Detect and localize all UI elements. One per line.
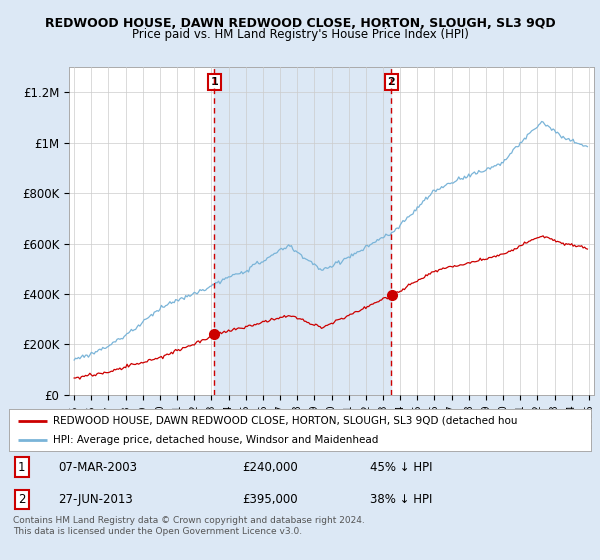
Text: HPI: Average price, detached house, Windsor and Maidenhead: HPI: Average price, detached house, Wind… [53, 435, 378, 445]
Text: Price paid vs. HM Land Registry's House Price Index (HPI): Price paid vs. HM Land Registry's House … [131, 28, 469, 41]
Text: 2: 2 [18, 493, 26, 506]
Text: 2: 2 [388, 77, 395, 87]
Text: REDWOOD HOUSE, DAWN REDWOOD CLOSE, HORTON, SLOUGH, SL3 9QD (detached hou: REDWOOD HOUSE, DAWN REDWOOD CLOSE, HORTO… [53, 416, 517, 426]
Text: 07-MAR-2003: 07-MAR-2003 [58, 461, 137, 474]
Text: 27-JUN-2013: 27-JUN-2013 [58, 493, 133, 506]
Text: REDWOOD HOUSE, DAWN REDWOOD CLOSE, HORTON, SLOUGH, SL3 9QD: REDWOOD HOUSE, DAWN REDWOOD CLOSE, HORTO… [44, 17, 556, 30]
Text: Contains HM Land Registry data © Crown copyright and database right 2024.
This d: Contains HM Land Registry data © Crown c… [13, 516, 365, 536]
Text: £395,000: £395,000 [242, 493, 298, 506]
Text: 1: 1 [211, 77, 218, 87]
Text: 1: 1 [18, 461, 26, 474]
Bar [214, 67, 391, 395]
Text: £240,000: £240,000 [242, 461, 298, 474]
Text: 45% ↓ HPI: 45% ↓ HPI [370, 461, 433, 474]
Text: 38% ↓ HPI: 38% ↓ HPI [370, 493, 432, 506]
